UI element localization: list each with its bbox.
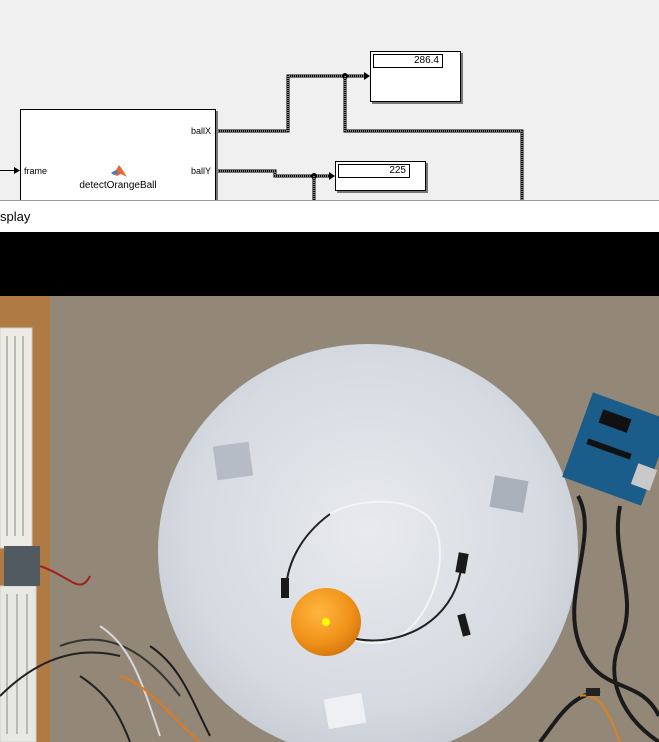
function-block-name: detectOrangeBall [79, 180, 157, 191]
signal-lines [0, 72, 524, 200]
detect-orange-ball-block[interactable]: frame ballX ballY detectOrangeBall [20, 109, 216, 200]
viewer-titlebar[interactable]: splay [0, 201, 659, 232]
bally-signal-line[interactable] [216, 169, 335, 200]
ball-centroid-marker [322, 618, 330, 626]
video-viewer-window[interactable]: splay [0, 200, 659, 742]
viewer-title: splay [0, 209, 31, 224]
ballx-display-value: 286.4 [373, 54, 443, 68]
ballx-signal-line[interactable] [216, 72, 524, 200]
matlab-logo-icon [111, 165, 127, 177]
frame-input-line[interactable] [0, 167, 20, 174]
camera-image [0, 296, 659, 742]
simulink-canvas[interactable]: frame ballX ballY detectOrangeBall 286.4… [0, 0, 659, 200]
bally-output-port[interactable]: ballY [190, 166, 211, 176]
ballx-output-port[interactable]: ballX [190, 126, 211, 136]
camera-frame[interactable] [0, 296, 659, 742]
ballx-display-block[interactable]: 286.4 [370, 51, 461, 102]
bally-display-block[interactable]: 225 [335, 161, 426, 191]
viewer-letterbox-bar [0, 232, 659, 296]
frame-input-port[interactable]: frame [24, 166, 48, 176]
bally-display-value: 225 [338, 164, 410, 178]
